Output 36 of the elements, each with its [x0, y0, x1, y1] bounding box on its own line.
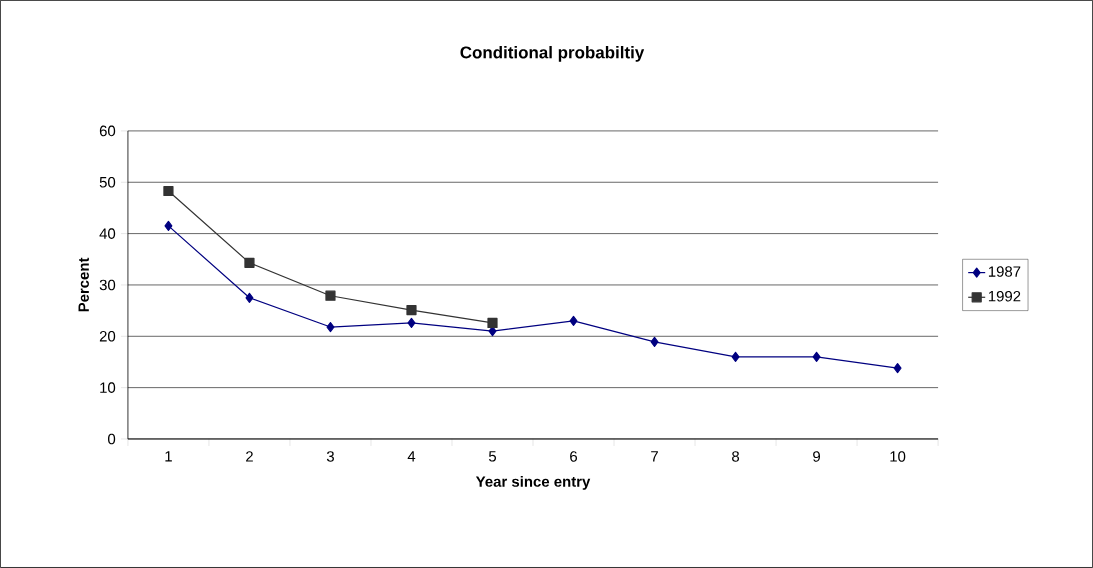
point [569, 315, 578, 327]
x-tick-label: 3 [326, 451, 334, 462]
point [326, 321, 335, 333]
y-tick-label: 40 [99, 228, 116, 239]
x-tick-label: 5 [488, 451, 497, 462]
x-tick-label: 7 [651, 451, 658, 462]
y-tick-label: 20 [99, 331, 116, 342]
legend-label: 1992 [988, 290, 1021, 302]
x-tick-label: 6 [570, 451, 578, 462]
x-tick-label: 1 [165, 451, 172, 462]
point [812, 351, 821, 362]
x-axis-title: Year since entry [475, 475, 591, 490]
x-tick-label: 4 [407, 451, 416, 462]
x-tick-label: 9 [813, 451, 820, 462]
point [487, 317, 498, 329]
point [406, 305, 417, 316]
y-axis-title: Percent [78, 257, 89, 312]
x-tick-label: 10 [890, 451, 906, 462]
point [163, 185, 174, 197]
chart-title: Conditional probabiltiy [460, 46, 645, 62]
legend-label: 1987 [988, 266, 1021, 277]
y-tick-label: 10 [100, 382, 116, 393]
point [244, 257, 255, 269]
point [325, 290, 336, 301]
y-tick-label: 0 [108, 433, 116, 445]
point [893, 363, 902, 374]
point [731, 351, 740, 362]
x-tick-label: 2 [246, 451, 253, 462]
point [650, 336, 659, 348]
y-tick-label: 60 [99, 125, 116, 137]
y-tick-label: 30 [99, 279, 116, 291]
point [245, 292, 254, 303]
y-tick-label: 50 [99, 177, 116, 188]
x-tick-label: 8 [732, 451, 740, 462]
point [164, 220, 173, 232]
point [407, 317, 416, 329]
